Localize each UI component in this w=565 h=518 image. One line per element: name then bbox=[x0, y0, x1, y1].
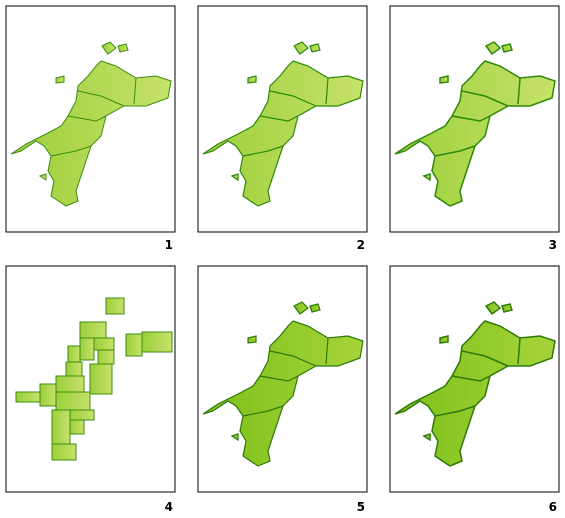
panel-frame bbox=[197, 5, 368, 233]
map-shape bbox=[202, 41, 364, 207]
panel-frame bbox=[5, 5, 176, 233]
map-shape bbox=[394, 301, 556, 467]
panel-label: 5 bbox=[357, 500, 365, 514]
panel-frame bbox=[389, 265, 560, 493]
map-shape bbox=[202, 301, 364, 467]
panel-label: 2 bbox=[357, 238, 365, 252]
panel-label: 6 bbox=[549, 500, 557, 514]
cartogram bbox=[15, 297, 173, 461]
panel-label: 3 bbox=[549, 238, 557, 252]
map-shape bbox=[10, 41, 172, 207]
map-shape bbox=[394, 41, 556, 207]
panel-frame bbox=[5, 265, 176, 493]
panel-frame bbox=[389, 5, 560, 233]
panel-label: 4 bbox=[165, 500, 173, 514]
panel-frame bbox=[197, 265, 368, 493]
panel-label: 1 bbox=[165, 238, 173, 252]
